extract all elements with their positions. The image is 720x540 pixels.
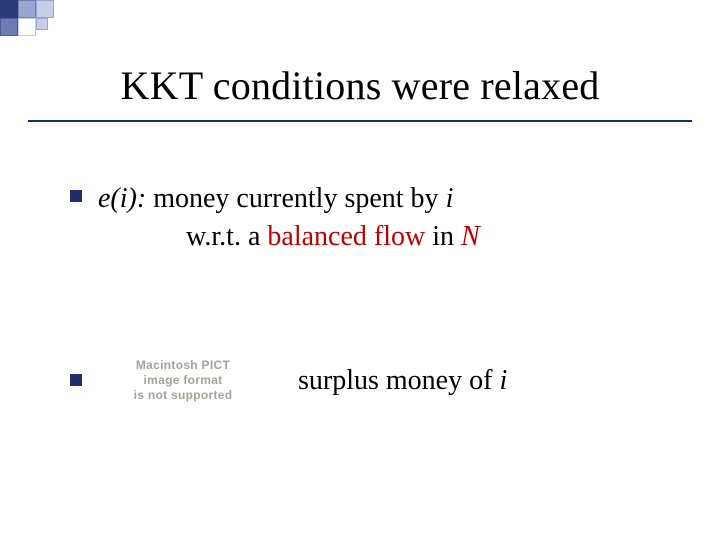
deco-square — [36, 18, 48, 30]
e-of-i-label: e(i): — [98, 183, 146, 214]
slide-title: KKT conditions were relaxed — [0, 62, 720, 109]
corner-decoration — [0, 0, 120, 42]
deco-square — [0, 18, 18, 36]
item2-text: surplus money of i — [298, 365, 507, 397]
pict-line-2: image format — [98, 373, 268, 388]
pict-line-1: Macintosh PICT — [98, 358, 268, 373]
item1-line1: e(i): money currently spent by i — [98, 180, 670, 218]
var-i: i — [499, 365, 507, 396]
item1-text-a: money currently spent by — [146, 183, 445, 214]
title-rule — [28, 120, 692, 122]
bullet-item-2: Macintosh PICT image format is not suppo… — [70, 346, 670, 416]
slide: KKT conditions were relaxed e(i): money … — [0, 0, 720, 540]
var-N: N — [461, 221, 480, 252]
item1-l2-pre: w.r.t. a — [186, 221, 267, 252]
bullet-item-1: e(i): money currently spent by i w.r.t. … — [70, 180, 670, 256]
balanced-flow-text: balanced flow — [267, 221, 425, 252]
missing-pict-placeholder: Macintosh PICT image format is not suppo… — [98, 358, 268, 403]
pict-line-3: is not supported — [98, 388, 268, 403]
deco-square — [0, 0, 18, 18]
deco-square — [18, 18, 36, 36]
deco-square — [18, 0, 36, 18]
deco-square — [36, 0, 54, 18]
var-i: i — [446, 183, 454, 214]
square-bullet-icon — [70, 190, 82, 202]
slide-body: e(i): money currently spent by i w.r.t. … — [70, 180, 670, 506]
item1-l2-mid: in — [425, 221, 461, 252]
square-bullet-icon — [70, 374, 82, 386]
surplus-text: surplus money of — [298, 365, 499, 396]
item1-line2: w.r.t. a balanced flow in N — [186, 218, 670, 256]
